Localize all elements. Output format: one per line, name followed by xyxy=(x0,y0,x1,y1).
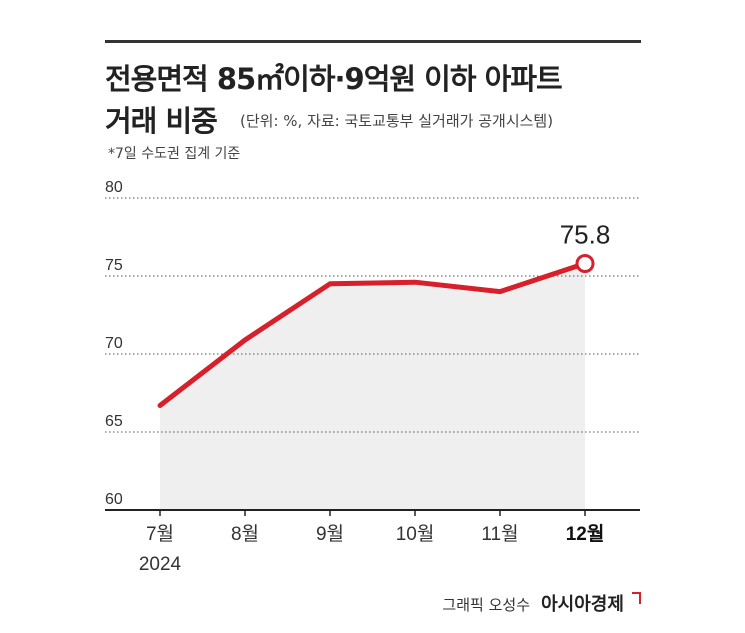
series-line xyxy=(157,261,588,408)
x-tick-label: 8월 xyxy=(231,523,259,545)
source-note: (단위: %, 자료: 국토교통부 실거래가 공개시스템) xyxy=(240,112,554,130)
title-rule xyxy=(105,40,641,43)
y-tick-label: 80 xyxy=(105,179,123,196)
y-tick-label: 75 xyxy=(105,257,123,274)
area-fill xyxy=(160,263,585,510)
credit-byline: 그래픽 오성수 xyxy=(442,596,530,614)
x-tick-label: 10월 xyxy=(396,523,435,545)
x-tick-label: 12월 xyxy=(566,523,605,545)
data-label: 75.8 xyxy=(560,220,611,250)
y-tick-label: 70 xyxy=(105,335,123,352)
chart-title-line-1: 전용면적 85㎡이하·9억원 이하 아파트 xyxy=(105,62,563,96)
credit: 그래픽 오성수 아시아경제 xyxy=(442,590,641,616)
x-tick-label: 11월 xyxy=(481,523,518,545)
x-year-label: 2024 xyxy=(139,554,182,575)
x-tick-label: 9월 xyxy=(316,523,344,545)
logo-mark-icon xyxy=(632,592,641,604)
end-point-marker xyxy=(575,254,595,274)
footnote: *7일 수도권 집계 기준 xyxy=(108,146,241,162)
y-tick-label: 65 xyxy=(105,413,123,430)
chart-title-line-2: 거래 비중 xyxy=(105,104,218,138)
y-tick-label: 60 xyxy=(105,491,123,508)
x-tick-label: 7월 xyxy=(146,523,174,545)
publisher-logo: 아시아경제 xyxy=(541,594,624,615)
